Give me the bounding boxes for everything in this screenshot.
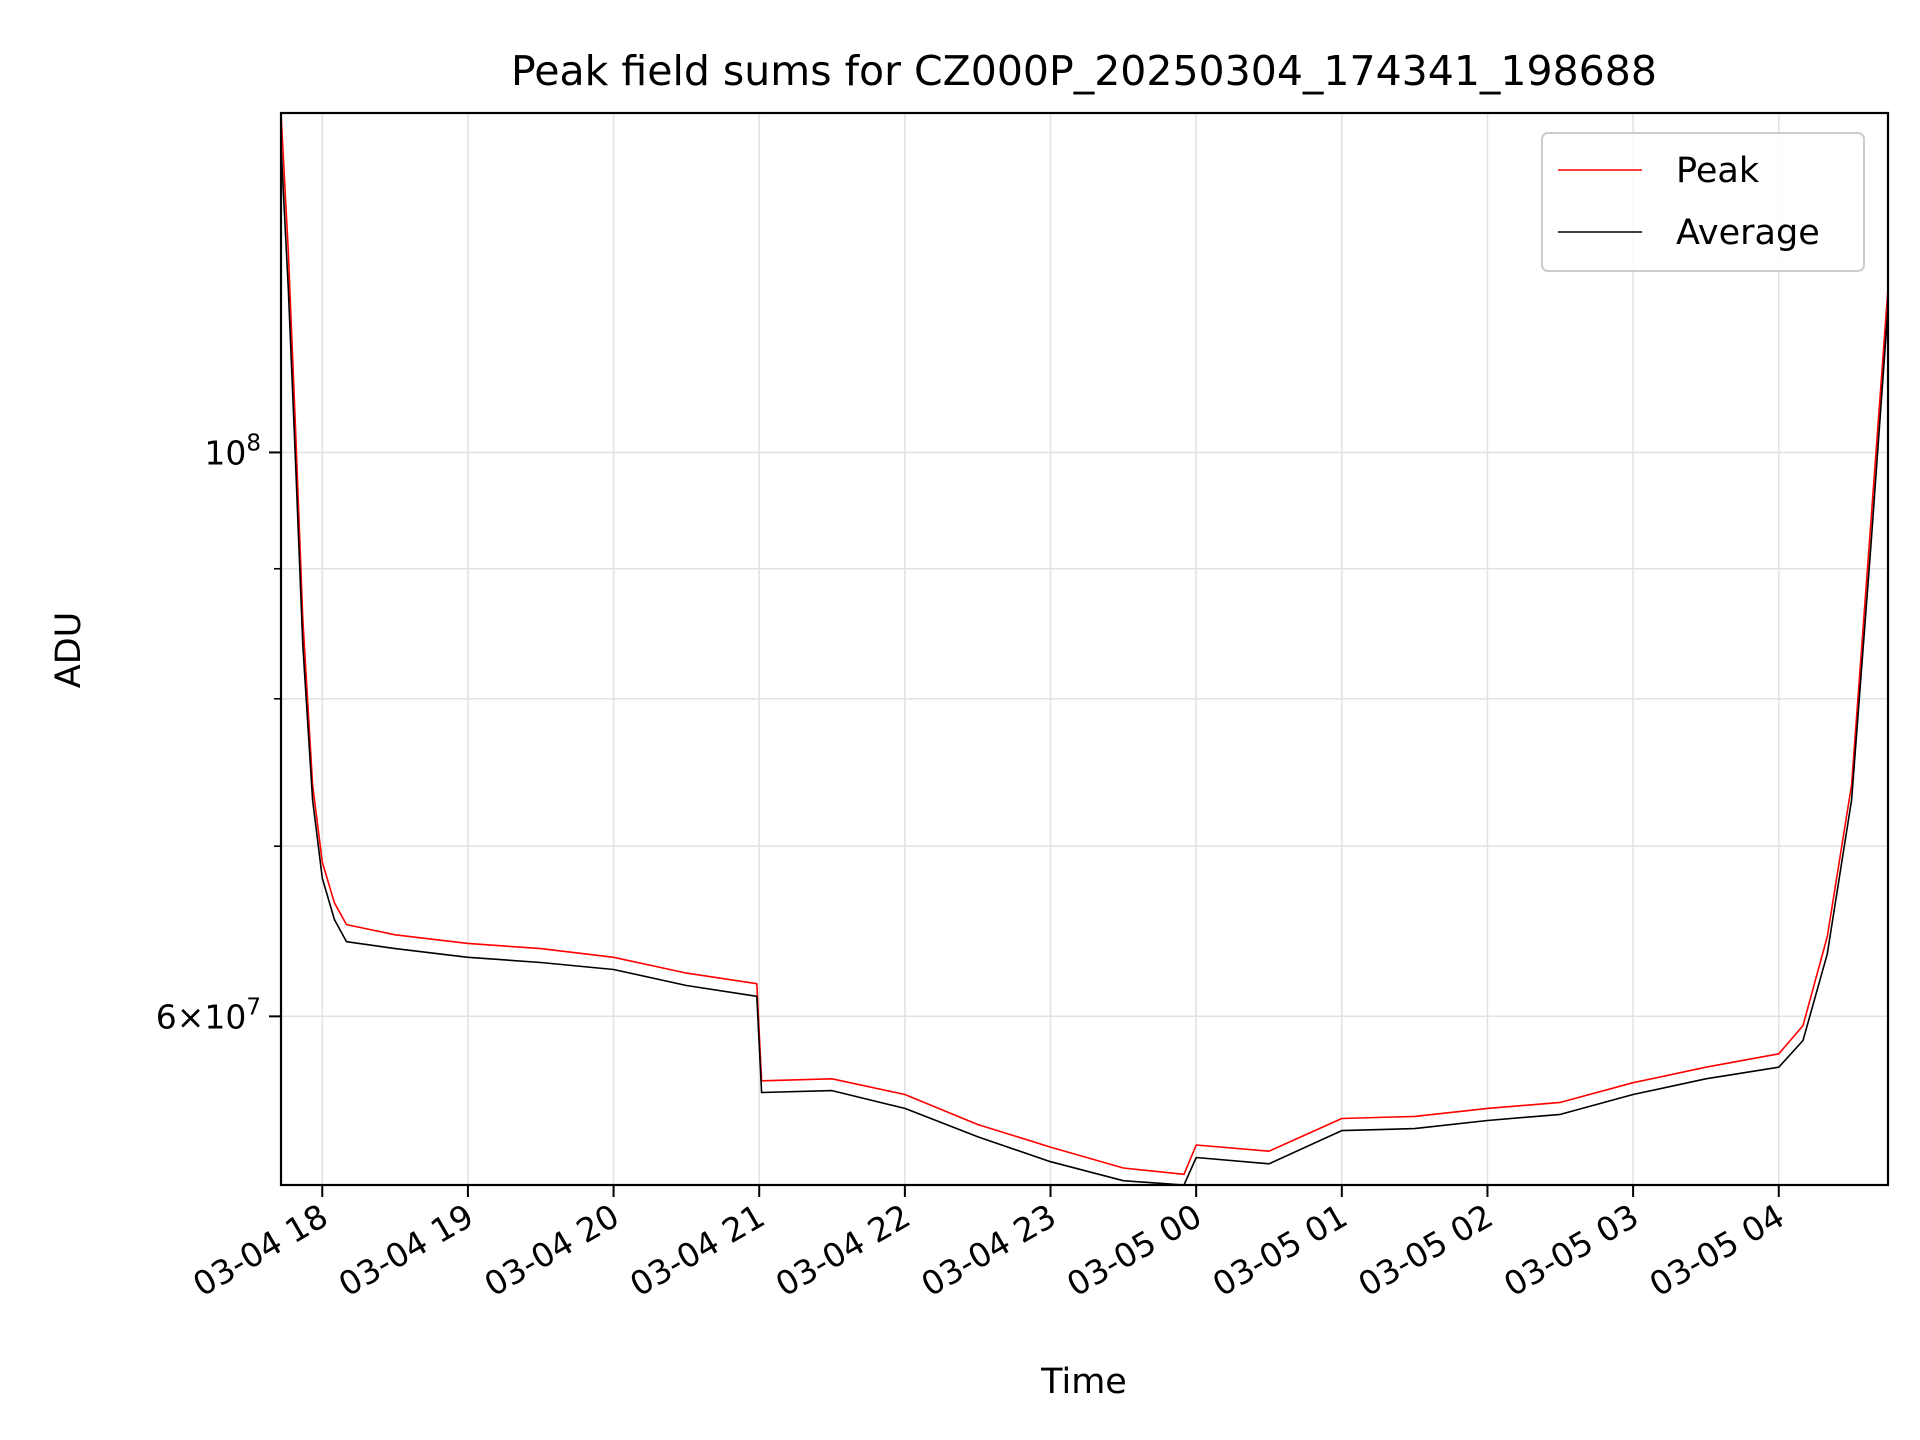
legend: Peak Average (1541, 132, 1865, 272)
y-axis-label: ADU (49, 612, 89, 689)
plot-frame (279, 111, 1890, 1187)
legend-box (1541, 132, 1865, 272)
x-axis-label: Time (1040, 1362, 1127, 1402)
legend-label-average: Average (1676, 213, 1820, 253)
chart-title: Peak field sums for CZ000P_20250304_1743… (511, 47, 1657, 95)
y-axis: 108 6×107 (156, 430, 281, 1036)
y-tick-label: 6×107 (156, 994, 261, 1036)
grid (281, 113, 1888, 1185)
legend-label-peak: Peak (1676, 151, 1760, 191)
series-layer (281, 113, 1888, 1185)
series-line-peak (281, 113, 1888, 1176)
series-line-average (281, 145, 1888, 1185)
y-tick-label: 108 (204, 430, 261, 472)
